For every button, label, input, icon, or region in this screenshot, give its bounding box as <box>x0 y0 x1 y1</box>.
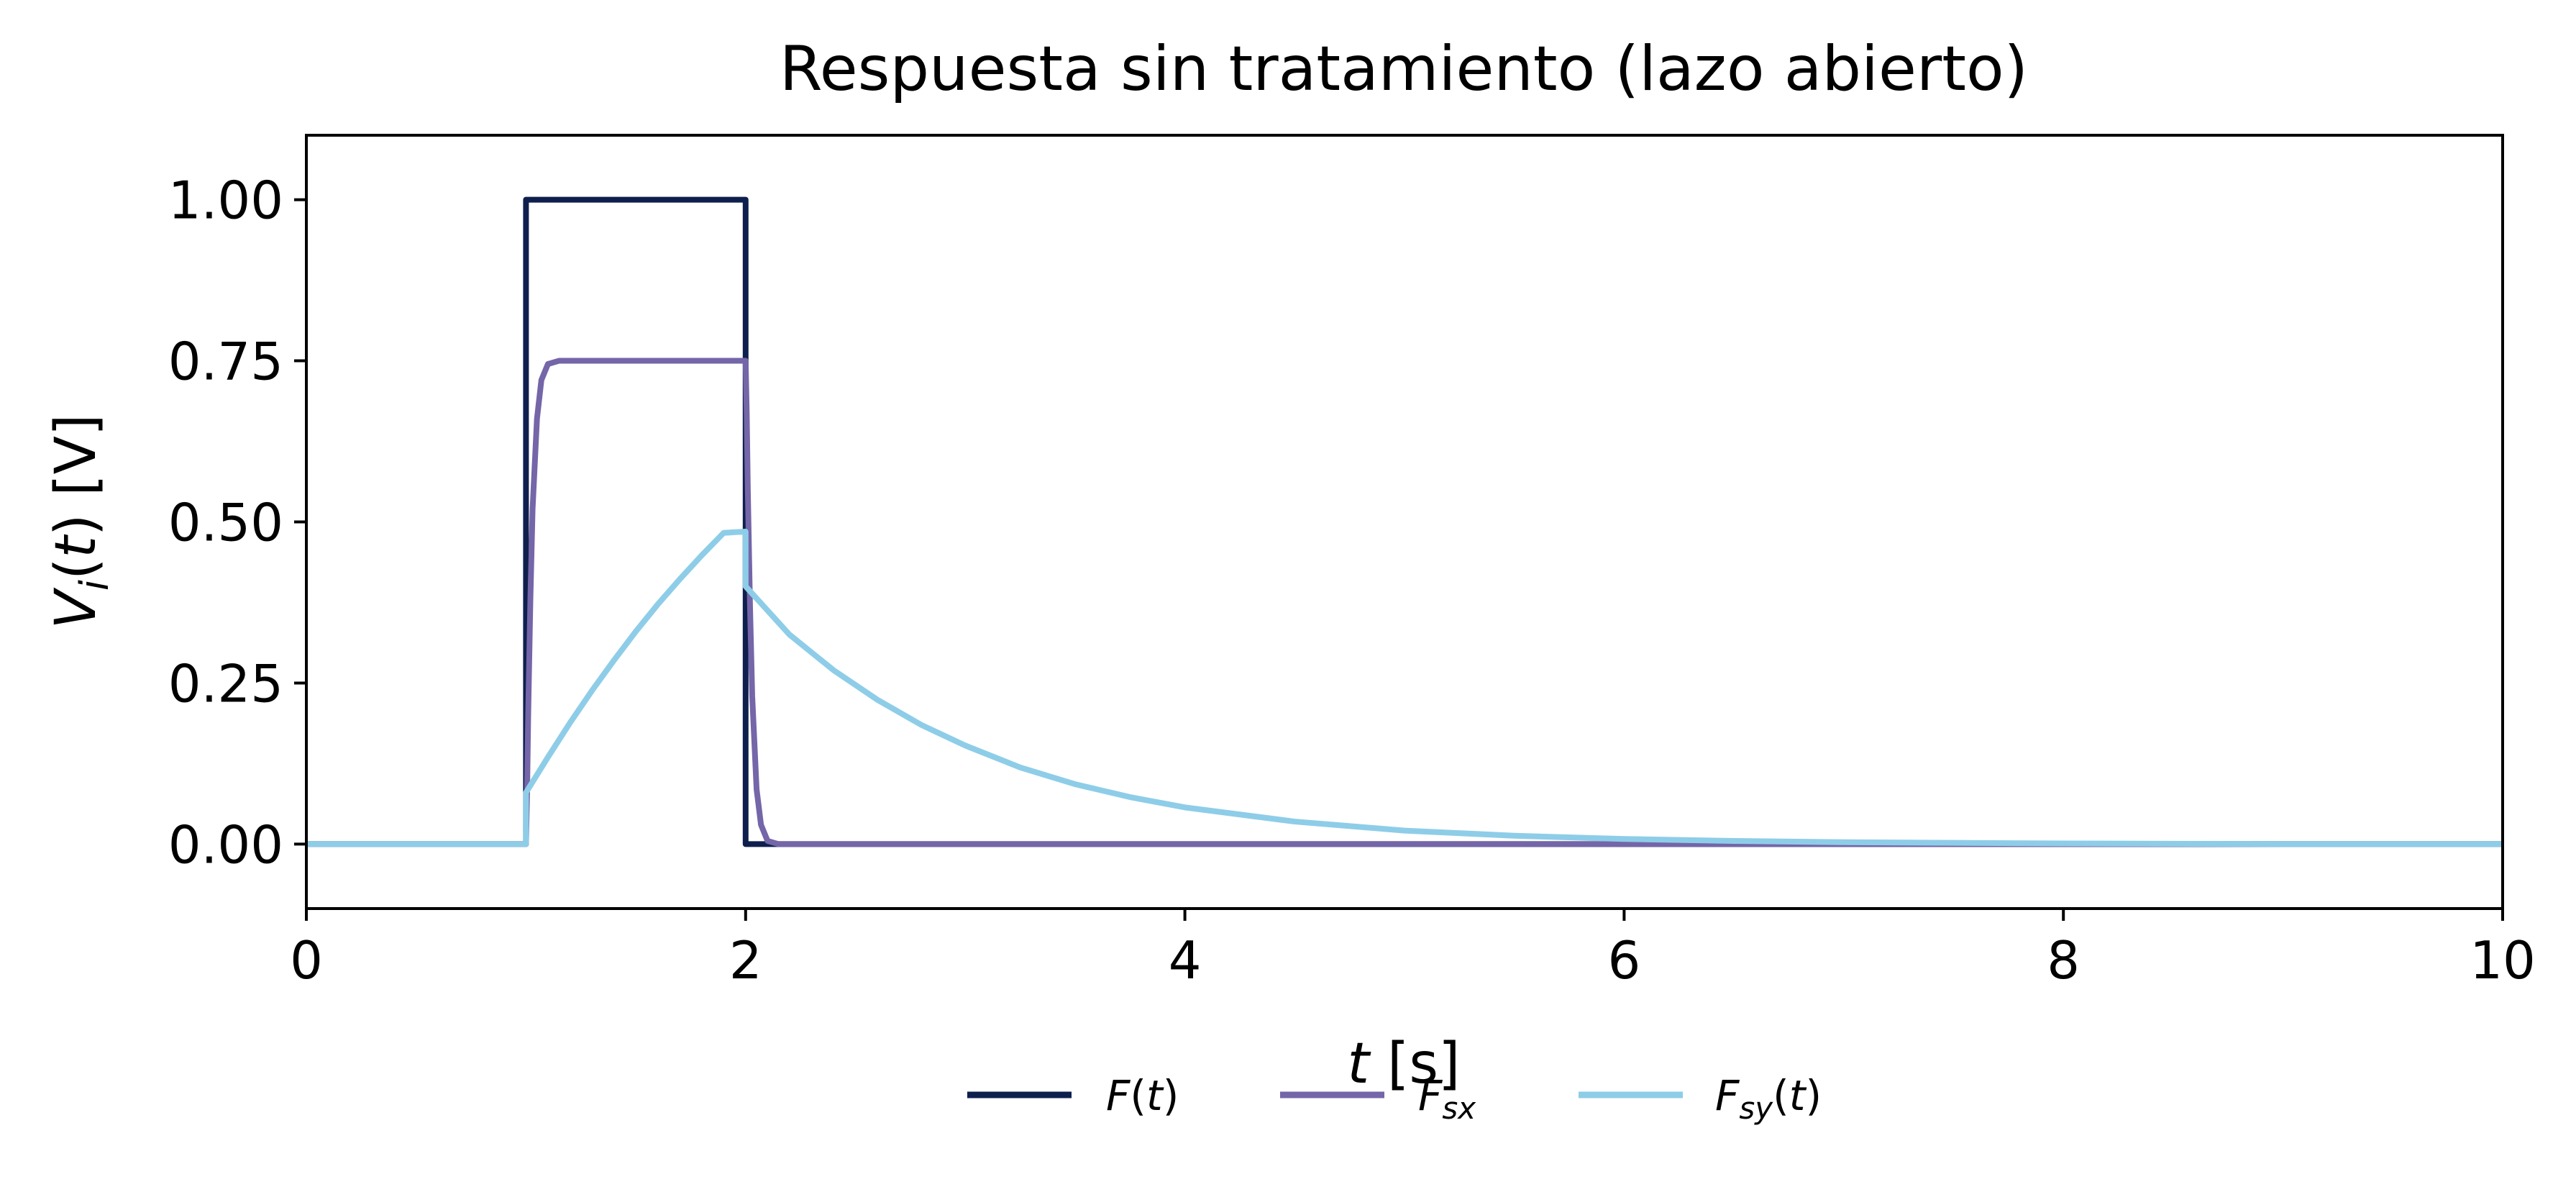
legend-label-F: F(t) <box>1106 1071 1179 1120</box>
x-tick-label: 8 <box>2047 930 2080 991</box>
legend-label-F-close: ) <box>1163 1071 1179 1120</box>
y-tick-label: 0.00 <box>168 814 283 875</box>
y-tick-label: 0.25 <box>168 653 283 714</box>
x-tick-label: 4 <box>1169 930 1202 991</box>
x-axis-ticks: 0 2 4 6 8 10 <box>290 909 2536 991</box>
x-axis-label: t [s] <box>1348 1032 1461 1096</box>
legend-label-Fsy-arg: ( <box>1773 1071 1789 1120</box>
y-tick-label: 0.50 <box>168 493 283 553</box>
x-axis-label-unit: [s] <box>1387 1032 1461 1096</box>
legend-label-Fsy-main: F <box>1715 1071 1740 1120</box>
x-tick-label: 10 <box>2470 930 2536 991</box>
legend-label-F-arg: ( <box>1130 1071 1146 1120</box>
y-axis-label-var: V <box>44 587 109 629</box>
legend-label-Fsy-close: ) <box>1806 1071 1822 1120</box>
legend-label-Fsy-argvar: t <box>1789 1071 1807 1120</box>
legend-label-F-main: F <box>1106 1071 1131 1120</box>
series-line-1 <box>306 358 2503 847</box>
series-layer <box>306 196 2503 847</box>
y-axis-ticks: 0.00 0.25 0.50 0.75 1.00 <box>168 170 306 875</box>
legend-label-F-argvar: t <box>1146 1071 1164 1120</box>
y-tick-label: 1.00 <box>168 170 283 231</box>
y-tick-label: 0.75 <box>168 332 283 392</box>
legend: F(t) Fsx Fsy(t) <box>967 1071 1822 1126</box>
legend-label-Fsy-sub: sy <box>1739 1091 1773 1126</box>
legend-label-Fsx: Fsx <box>1418 1071 1476 1126</box>
x-axis-label-var: t <box>1348 1032 1371 1096</box>
series-line-2 <box>306 528 2503 847</box>
legend-label-Fsx-main: F <box>1418 1071 1443 1120</box>
y-axis-label-sub: i <box>72 580 117 591</box>
y-axis-label: Vi(t) [V] <box>44 414 117 629</box>
x-tick-label: 6 <box>1607 930 1640 991</box>
y-axis-label-unit: ) [V] <box>44 414 109 536</box>
legend-label-Fsx-sub: sx <box>1442 1091 1476 1126</box>
y-axis-label-argvar: t <box>44 534 109 558</box>
chart-title: Respuesta sin tratamiento (lazo abierto) <box>780 33 2028 105</box>
x-tick-label: 2 <box>729 930 762 991</box>
x-tick-label: 0 <box>290 930 323 991</box>
y-axis-label-arg: ( <box>44 558 109 580</box>
legend-label-Fsy: Fsy(t) <box>1715 1071 1822 1126</box>
